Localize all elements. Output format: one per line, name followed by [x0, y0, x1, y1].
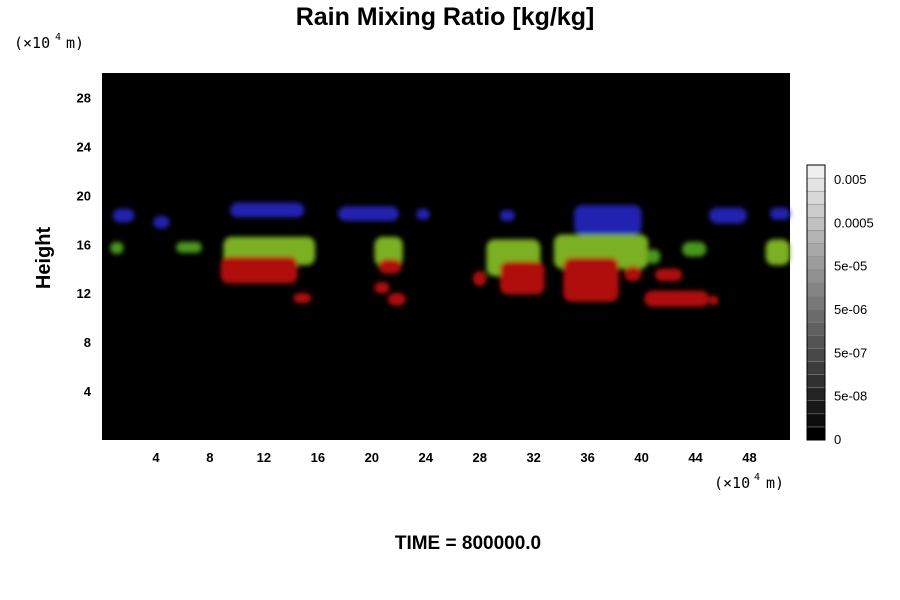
rain-feature	[110, 241, 124, 255]
svg-text:m): m)	[66, 34, 84, 52]
colorbar-level	[806, 374, 826, 388]
rain-feature	[647, 249, 661, 264]
x-tick-label: 32	[526, 450, 540, 465]
y-tick-label: 16	[77, 237, 91, 252]
colorbar-tick-label: 0	[834, 432, 841, 447]
colorbar-level	[806, 295, 826, 310]
rain-feature	[153, 216, 170, 229]
colorbar-level	[806, 321, 826, 336]
colorbar-level	[806, 308, 826, 323]
colorbar-level	[806, 177, 826, 192]
rain-feature	[220, 256, 298, 284]
svg-text:(×10: (×10	[714, 474, 750, 492]
rain-feature	[230, 202, 305, 218]
rain-feature	[472, 271, 487, 286]
colorbar-level	[806, 387, 826, 401]
rain-feature	[499, 261, 545, 295]
y-tick-label: 8	[84, 335, 91, 350]
y-tick-label: 4	[84, 384, 92, 399]
x-tick-label: 36	[580, 450, 594, 465]
rain-feature	[709, 295, 719, 306]
rain-feature	[387, 293, 406, 306]
colorbar-frame	[806, 164, 826, 441]
colorbar-level	[806, 413, 826, 428]
colorbar-tick-label: 5e-06	[834, 302, 867, 317]
rain-feature	[416, 208, 430, 220]
colorbar-tick-label: 0.005	[834, 172, 867, 187]
colorbar-level	[806, 217, 826, 231]
rain-feature	[644, 290, 710, 307]
colorbar-level	[806, 400, 826, 415]
colorbar-tick-label: 0.0005	[834, 215, 874, 230]
colorbar-level	[806, 348, 826, 362]
colorbar	[806, 164, 826, 441]
colorbar-tick-label: 5e-08	[834, 389, 867, 404]
rain-feature	[682, 241, 707, 257]
colorbar-level	[806, 204, 826, 218]
colorbar-level	[806, 334, 826, 349]
rain-feature	[574, 205, 642, 235]
rain-feature	[112, 208, 135, 223]
colorbar-tick-labels: 0.005 0.0005 5e-05 5e-06 5e-07 5e-08 0	[834, 172, 874, 447]
rain-feature	[338, 206, 399, 222]
rain-feature	[709, 207, 747, 224]
time-label: TIME = 800000.0	[395, 533, 541, 554]
y-tick-labels: 4 8 12 16 20 24 28	[77, 90, 92, 399]
rain-feature	[765, 239, 790, 266]
x-tick-label: 16	[311, 450, 325, 465]
rain-features	[110, 202, 790, 307]
rain-feature	[293, 293, 312, 303]
rain-feature	[769, 207, 790, 220]
svg-text:4: 4	[754, 472, 760, 483]
x-tick-label: 48	[742, 450, 756, 465]
y-tick-label: 28	[77, 90, 91, 105]
svg-text:4: 4	[55, 32, 61, 43]
svg-text:(×10: (×10	[14, 34, 50, 52]
colorbar-level	[806, 426, 826, 441]
rain-feature	[374, 282, 390, 294]
colorbar-level	[806, 190, 826, 205]
y-unit-label: (×10 4 m)	[14, 32, 84, 52]
rain-feature	[563, 257, 619, 302]
colorbar-level	[806, 269, 826, 284]
rain-feature	[499, 210, 515, 222]
colorbar-level	[806, 164, 826, 179]
x-tick-label: 4	[152, 450, 160, 465]
colorbar-tick-label: 5e-07	[834, 345, 867, 360]
colorbar-level	[806, 230, 826, 244]
rain-feature	[655, 268, 683, 281]
colorbar-level	[806, 282, 826, 297]
colorbar-tick-label: 5e-05	[834, 259, 867, 274]
x-tick-label: 28	[472, 450, 486, 465]
colorbar-level	[806, 243, 826, 257]
y-tick-label: 12	[77, 286, 91, 301]
rain-feature	[624, 266, 642, 281]
rain-feature	[176, 241, 202, 253]
y-tick-label: 20	[77, 188, 91, 203]
x-tick-label: 8	[206, 450, 213, 465]
chart-title: Rain Mixing Ratio [kg/kg]	[296, 3, 595, 31]
colorbar-level	[806, 256, 826, 271]
colorbar-level	[806, 361, 826, 375]
y-axis-label: Height	[33, 227, 55, 290]
svg-text:m): m)	[766, 474, 784, 492]
x-tick-label: 20	[365, 450, 379, 465]
x-tick-label: 12	[257, 450, 271, 465]
x-unit-label: (×10 4 m)	[714, 472, 784, 492]
x-tick-label: 24	[419, 450, 434, 465]
x-tick-labels: 4 8 12 16 20 24 28 32 36 40 44 48	[152, 450, 756, 465]
y-tick-label: 24	[77, 139, 92, 154]
rain-feature	[374, 236, 403, 267]
x-tick-label: 44	[688, 450, 703, 465]
plot-area	[102, 73, 790, 440]
rain-feature	[378, 258, 402, 274]
x-tick-label: 40	[634, 450, 648, 465]
